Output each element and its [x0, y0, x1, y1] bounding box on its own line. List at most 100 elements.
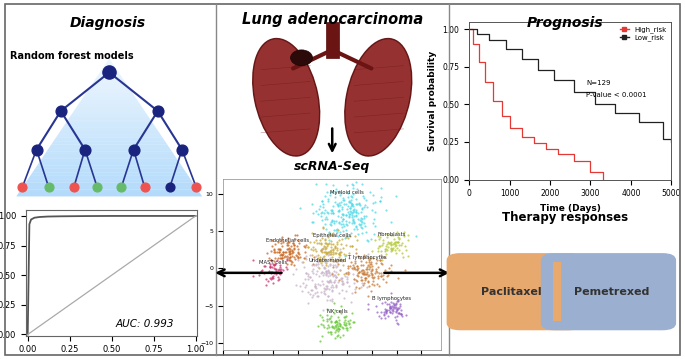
- Text: Epithelial cells: Epithelial cells: [313, 233, 351, 238]
- Point: [375, 270, 386, 276]
- Point: [327, 265, 338, 270]
- Polygon shape: [23, 183, 195, 186]
- Point: [288, 241, 299, 246]
- Point: [329, 220, 340, 226]
- Point: [378, 254, 389, 260]
- Point: [284, 257, 295, 262]
- Point: [292, 243, 303, 249]
- Text: Therapy responses: Therapy responses: [502, 211, 628, 224]
- FancyBboxPatch shape: [447, 253, 582, 330]
- Point: [352, 216, 363, 222]
- Point: [323, 322, 334, 328]
- Point: [340, 234, 351, 239]
- Point: [315, 242, 326, 247]
- Point: [325, 219, 336, 225]
- Point: [393, 310, 403, 316]
- Point: [371, 260, 382, 266]
- Point: [313, 211, 324, 217]
- Point: [340, 212, 351, 218]
- Point: [350, 284, 361, 289]
- Point: [337, 211, 348, 217]
- Point: [353, 274, 364, 279]
- Polygon shape: [51, 141, 167, 145]
- Point: [347, 271, 358, 276]
- Point: [299, 276, 310, 282]
- Point: [268, 273, 279, 279]
- Point: [279, 249, 290, 255]
- Text: Prognosis: Prognosis: [527, 17, 603, 30]
- Point: [301, 256, 312, 262]
- Point: [369, 223, 380, 229]
- Point: [307, 252, 318, 258]
- FancyBboxPatch shape: [560, 262, 570, 321]
- Point: [324, 324, 335, 330]
- Point: [399, 229, 410, 235]
- Point: [395, 300, 406, 306]
- Point: [363, 306, 374, 312]
- Point: [381, 308, 392, 314]
- Point: [318, 225, 329, 231]
- Point: [307, 219, 318, 225]
- Point: [375, 257, 386, 263]
- Point: [324, 317, 335, 322]
- Point: [350, 209, 361, 215]
- Point: [320, 244, 331, 250]
- Point: [362, 238, 373, 244]
- Point: [325, 318, 336, 324]
- Point: [342, 271, 353, 276]
- Point: [314, 206, 325, 211]
- Point: [366, 263, 377, 269]
- Point: [333, 233, 344, 238]
- Point: [357, 262, 368, 268]
- Point: [306, 287, 317, 293]
- Point: [386, 268, 397, 274]
- Point: [325, 277, 336, 283]
- FancyBboxPatch shape: [541, 253, 676, 330]
- Point: [343, 322, 354, 327]
- Point: [343, 198, 354, 204]
- Point: [389, 301, 400, 307]
- Point: [336, 241, 347, 247]
- Point: [271, 257, 282, 263]
- Point: [384, 304, 395, 310]
- Point: [281, 264, 292, 270]
- Circle shape: [290, 50, 312, 66]
- Point: [317, 272, 328, 278]
- Point: [336, 190, 347, 196]
- Point: [342, 275, 353, 280]
- Point: [349, 220, 360, 226]
- Point: [327, 208, 338, 213]
- Point: [340, 321, 351, 326]
- Point: [308, 266, 319, 271]
- Text: T lymphocytes: T lymphocytes: [347, 255, 386, 260]
- Text: NK cells: NK cells: [327, 309, 347, 314]
- Point: [325, 279, 336, 285]
- Point: [332, 321, 343, 327]
- Point: [376, 316, 387, 321]
- Point: [331, 186, 342, 192]
- Point: [334, 257, 345, 263]
- Point: [381, 307, 392, 313]
- Point: [338, 221, 349, 227]
- Point: [388, 241, 399, 246]
- Point: [323, 279, 334, 285]
- Point: [362, 273, 373, 279]
- Point: [331, 245, 342, 251]
- Point: [347, 218, 358, 224]
- Point: [190, 184, 201, 190]
- Point: [262, 250, 273, 256]
- Polygon shape: [60, 127, 158, 131]
- Point: [260, 264, 271, 269]
- Point: [313, 274, 324, 279]
- Point: [346, 311, 357, 316]
- Point: [292, 237, 303, 243]
- Point: [365, 261, 376, 266]
- Point: [288, 246, 299, 251]
- Point: [366, 267, 377, 273]
- Point: [327, 182, 338, 188]
- Point: [269, 246, 279, 252]
- Point: [358, 254, 369, 260]
- Point: [329, 244, 340, 250]
- Point: [334, 252, 345, 258]
- Point: [386, 247, 397, 252]
